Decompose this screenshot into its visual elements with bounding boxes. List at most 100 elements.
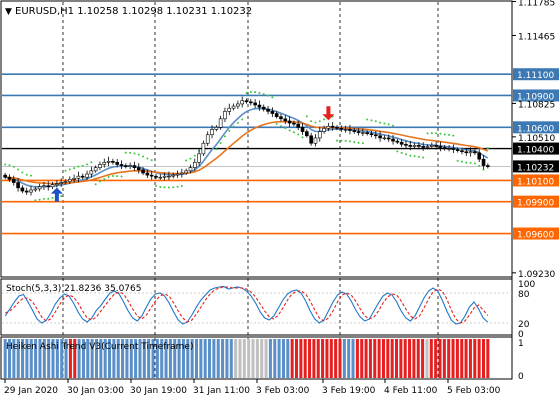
trend-bar-30 (134, 339, 138, 378)
sar-dot-41 (180, 185, 183, 188)
sar-dot-110 (478, 164, 481, 167)
candle-body-111 (481, 158, 486, 166)
trend-bar-101 (442, 339, 446, 378)
candle-body-64 (279, 116, 283, 120)
candle-body-19 (85, 173, 89, 178)
trend-bar-93 (408, 339, 412, 378)
sar-dot-54 (236, 121, 239, 124)
trend-tick-label-0: 1 (518, 339, 524, 349)
trend-bar-22 (99, 339, 103, 378)
candle-body-37 (162, 175, 167, 178)
trend-bar-64 (281, 339, 285, 378)
candle-body-18 (80, 175, 85, 178)
trend-bar-21 (94, 339, 99, 378)
candle-body-34 (149, 174, 154, 177)
trend-bar-12 (55, 339, 59, 378)
candle-body-1 (7, 176, 12, 180)
candle-body-110 (477, 152, 482, 160)
trend-bar-103 (451, 339, 455, 378)
candle-body-73 (317, 131, 322, 139)
sar-dot-78 (340, 139, 343, 142)
price-tick-label-4: 1.10825 (518, 100, 555, 110)
trend-bar-7 (34, 339, 38, 378)
trend-bar-6 (29, 339, 33, 378)
trend-bar-3 (16, 339, 20, 378)
trend-bar-107 (468, 339, 472, 378)
candle-body-29 (128, 165, 132, 167)
current-price-bg (513, 160, 559, 173)
sar-dot-83 (361, 142, 364, 145)
trend-bar-85 (373, 339, 377, 378)
sar-dot-61 (267, 94, 270, 97)
level-label-bg-2 (513, 121, 559, 134)
trend-bar-82 (360, 339, 364, 378)
candle-body-24 (106, 161, 111, 163)
candle-body-23 (102, 162, 107, 165)
sar-dot-56 (245, 92, 248, 95)
level-label-bg-5 (513, 195, 559, 208)
trend-bar-100 (438, 339, 442, 378)
trend-bar-19 (86, 339, 90, 378)
sar-dot-72 (314, 121, 317, 124)
candle-body-0 (3, 174, 7, 178)
candle-body-112 (486, 165, 490, 167)
candle-body-83 (361, 132, 365, 134)
candle-body-50 (218, 118, 223, 128)
sar-dot-15 (68, 168, 71, 171)
candle-body-8 (37, 186, 42, 190)
candle-body-59 (257, 104, 262, 108)
sar-dot-68 (297, 133, 300, 136)
trend-bar-9 (42, 339, 46, 378)
trend-bar-89 (390, 339, 394, 378)
sar-dot-86 (374, 120, 377, 123)
candle-body-48 (210, 129, 214, 136)
trend-bar-40 (177, 339, 181, 378)
time-tick-label-6: 4 Feb 11:00 (384, 386, 438, 396)
candle-body-2 (11, 179, 16, 183)
candle-body-32 (141, 169, 145, 174)
level-label-5: 1.09900 (517, 199, 554, 209)
sar-dot-80 (348, 140, 351, 143)
trend-bar-15 (68, 339, 72, 378)
sar-dot-33 (146, 157, 149, 160)
candle-body-47 (205, 134, 210, 144)
candle-body-16 (72, 177, 76, 180)
sar-dot-73 (318, 120, 321, 123)
candle-body-87 (378, 135, 382, 139)
sar-dot-28 (124, 151, 127, 154)
trend-bar-38 (168, 339, 172, 378)
trend-bar-20 (90, 339, 94, 378)
sar-dot-74 (323, 118, 326, 121)
candle-body-41 (180, 172, 184, 175)
sar-dot-67 (292, 131, 295, 134)
sar-dot-44 (193, 154, 196, 157)
sar-dot-60 (262, 93, 265, 96)
time-tick-label-4: 3 Feb 03:00 (256, 386, 310, 396)
trend-bar-31 (138, 339, 142, 378)
sar-dot-43 (189, 157, 192, 160)
level-label-bg-4 (513, 174, 559, 187)
stoch-title: Stoch(5,3,3) 21.8236 35.0765 (6, 284, 141, 294)
candle-body-90 (391, 138, 395, 142)
sar-dot-57 (249, 91, 252, 94)
trend-bar-25 (112, 339, 116, 378)
sar-dot-106 (460, 160, 463, 163)
candle-body-27 (119, 164, 124, 166)
trend-bar-84 (368, 339, 372, 378)
trend-bar-72 (316, 339, 320, 378)
trend-bar-88 (386, 339, 390, 378)
candle-body-36 (158, 176, 163, 179)
trend-bar-104 (455, 339, 459, 378)
sar-dot-53 (232, 125, 235, 128)
candle-body-53 (231, 105, 236, 109)
trend-tick-label-1: 0 (518, 372, 524, 382)
sar-dot-103 (448, 133, 451, 136)
candle-body-96 (417, 145, 421, 147)
level-label-6: 1.09600 (517, 231, 554, 241)
candle-body-106 (460, 150, 464, 153)
trend-bar-96 (421, 339, 425, 378)
candle-body-108 (468, 151, 473, 154)
sar-dot-8 (38, 198, 41, 201)
sar-dot-24 (107, 176, 110, 179)
trend-bar-14 (64, 339, 68, 378)
